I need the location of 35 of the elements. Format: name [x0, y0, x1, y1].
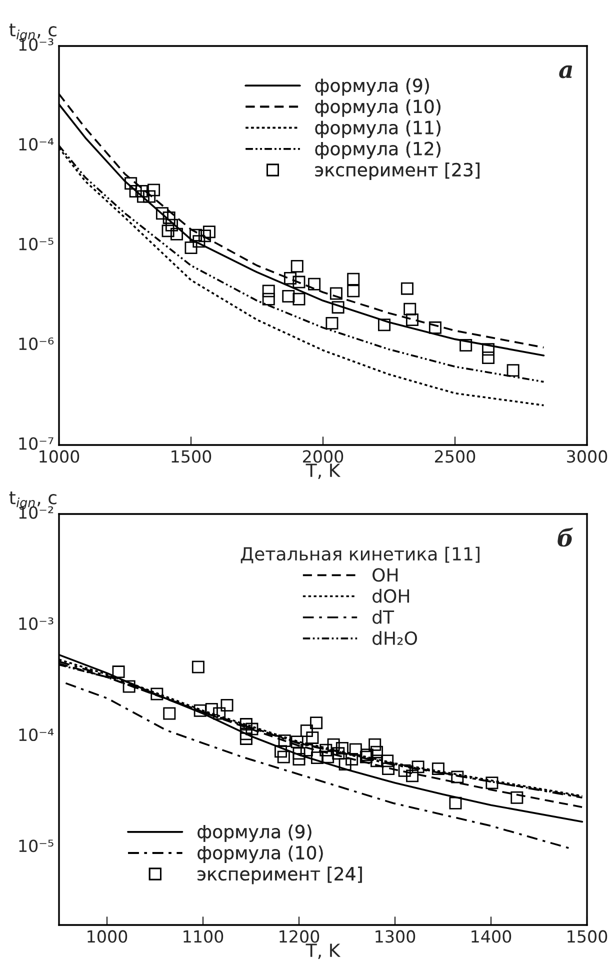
- x-tick-label: 1000: [40, 450, 80, 463]
- legend-label: эксперимент [23]: [315, 162, 480, 180]
- legend-label: формула (9): [315, 78, 429, 96]
- annotation: б: [558, 528, 574, 547]
- x-tick-label: 1300: [376, 930, 416, 943]
- y-tick-label: 10⁻⁵: [19, 238, 54, 250]
- x-tick-label: 1500: [568, 930, 608, 943]
- y-tick-label: 10⁻⁵: [19, 840, 54, 852]
- x-tick-label: 1200: [280, 930, 320, 943]
- x-tick-label: 1100: [184, 930, 224, 943]
- y-tick-label: 10⁻⁴: [19, 138, 54, 151]
- legend-title: Детальная кинетика [11]: [240, 546, 480, 564]
- x-tick-label: 2000: [303, 450, 344, 463]
- legend-label: эксперимент [24]: [198, 866, 362, 884]
- y-tick-label: 10⁻³: [19, 617, 54, 630]
- legend-label: dH₂O: [372, 631, 418, 646]
- x-tick-label: 1000: [88, 930, 128, 943]
- x-axis-title: T, K: [306, 464, 341, 480]
- x-tick-label: 1500: [172, 450, 212, 463]
- legend-label: формула (12): [315, 141, 440, 159]
- x-tick-label: 2500: [435, 450, 476, 463]
- legend-label: формула (11): [315, 120, 440, 138]
- legend-label: OH: [372, 568, 398, 582]
- x-axis-title: T, K: [306, 944, 341, 960]
- legend-label: формула (10): [198, 846, 323, 864]
- legend-label: формула (9): [198, 824, 312, 842]
- y-tick-label: 10⁻⁴: [19, 728, 54, 742]
- legend-label: dOH: [372, 588, 410, 603]
- y-tick-label: 10⁻⁷: [19, 437, 54, 450]
- legend-label: формула (10): [315, 99, 440, 117]
- annotation: а: [559, 65, 572, 78]
- legend-label: dT: [372, 610, 394, 624]
- x-tick-label: 3000: [567, 450, 608, 463]
- x-tick-label: 1400: [472, 930, 512, 943]
- y-tick-label: 10⁻⁶: [19, 337, 54, 350]
